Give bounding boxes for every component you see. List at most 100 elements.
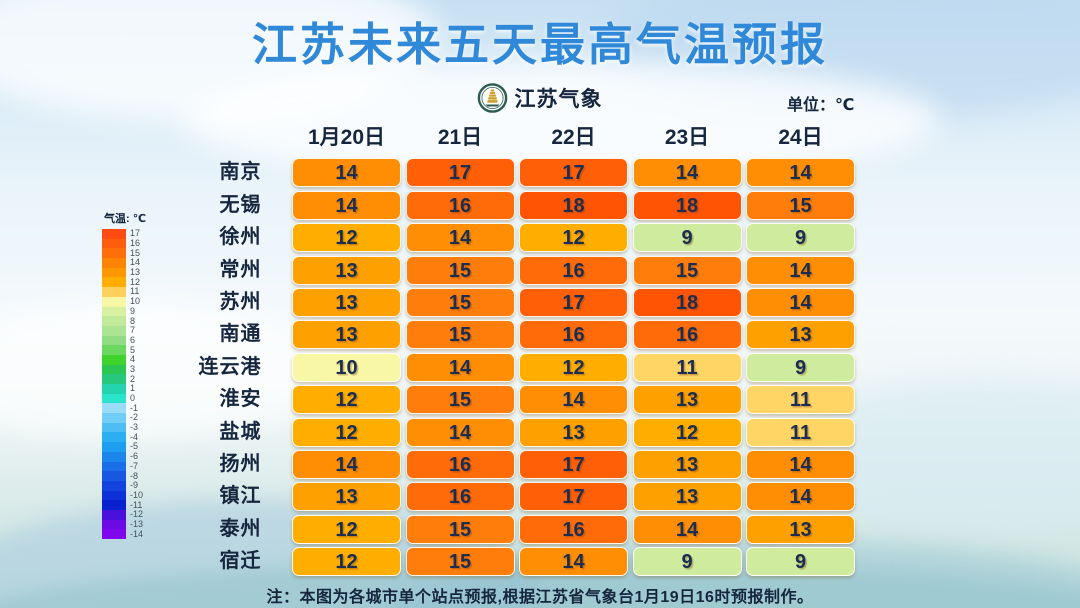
legend-entry: -6 (102, 452, 146, 462)
temp-cell: 14 (292, 158, 401, 188)
legend-swatch (102, 509, 126, 520)
legend-swatch (102, 519, 126, 530)
date-column-header: 22日 (551, 126, 596, 149)
city-row-label: 宿迁 (219, 550, 262, 573)
temp-cell: 11 (632, 352, 742, 382)
legend-label: 3 (130, 363, 136, 374)
temp-cell: 14 (632, 514, 742, 544)
temp-cell: 15 (405, 385, 515, 415)
legend-label: -12 (130, 509, 144, 520)
temp-cell: 18 (632, 190, 742, 220)
legend-swatch (102, 364, 126, 375)
city-row-label: 泰州 (219, 517, 262, 540)
legend-swatch (102, 248, 126, 259)
legend-swatch (102, 529, 126, 539)
legend-swatch (102, 306, 126, 317)
temp-cell: 17 (405, 158, 515, 188)
legend-entry: -1 (102, 403, 146, 414)
legend-label: 9 (130, 305, 136, 316)
legend-entry: -9 (102, 481, 146, 491)
legend-entry: -3 (102, 423, 146, 433)
temp-cell: 14 (746, 255, 855, 285)
date-column-header: 23日 (664, 126, 710, 149)
legend-label: 8 (130, 315, 136, 326)
temp-cell: 16 (405, 190, 515, 220)
legend-swatch (102, 461, 126, 472)
legend-label: 15 (130, 247, 141, 258)
temp-cell: 14 (405, 352, 515, 382)
temp-cell: 13 (746, 320, 855, 350)
temp-cell: 18 (519, 190, 628, 220)
legend-entry: -12 (102, 510, 146, 520)
legend-swatch (102, 325, 126, 336)
temp-cell: 13 (292, 255, 401, 285)
city-row-label: 无锡 (219, 193, 262, 216)
city-row-label: 淮安 (219, 388, 262, 411)
legend-swatch (102, 393, 126, 404)
legend-title: 气温: ℃ (104, 213, 147, 225)
temp-cell: 9 (746, 547, 855, 577)
legend-swatch (102, 345, 126, 355)
legend-entry: 10 (102, 297, 146, 307)
city-row-label: 常州 (219, 258, 262, 281)
legend-label: 1 (130, 383, 136, 394)
legend-entry: 6 (102, 335, 146, 346)
legend-entry: 16 (102, 239, 146, 249)
temp-cell: 10 (292, 352, 401, 382)
legend-swatch (102, 480, 126, 491)
temp-cell: 17 (519, 158, 628, 188)
legend-label: 11 (130, 286, 140, 297)
legend-label: -6 (130, 451, 139, 462)
legend-swatch (102, 316, 126, 326)
temp-cell: 16 (632, 320, 742, 350)
temp-cell: 12 (519, 223, 628, 253)
temp-cell: 15 (405, 255, 515, 285)
legend-swatch (102, 413, 126, 423)
legend-entry: 15 (102, 247, 146, 259)
legend-swatch (102, 451, 126, 462)
temp-cell: 15 (405, 514, 515, 544)
legend-entry: -7 (102, 461, 146, 472)
legend-swatch (102, 258, 126, 268)
legend-label: -2 (130, 412, 139, 423)
temp-cell: 14 (405, 417, 515, 447)
temp-cell: 15 (405, 320, 515, 350)
temp-cell: 9 (746, 223, 855, 253)
legend-swatch (102, 229, 126, 239)
temp-cell: 12 (292, 417, 401, 447)
brand-block: 江苏气象 (477, 83, 603, 113)
temp-cell: 14 (746, 287, 855, 317)
legend-scale: 17 16 15 14 13 12 11 10 9 8 7 6 5 4 3 2 1 0 -1 -2 -3 -4 -5 -6 -7… (102, 229, 146, 539)
temp-cell: 15 (405, 287, 515, 317)
legend-swatch (102, 432, 126, 443)
temp-cell: 18 (632, 287, 742, 317)
brand-name: 江苏气象 (514, 88, 603, 111)
temp-cell: 15 (632, 255, 742, 285)
temp-cell: 17 (519, 449, 628, 479)
legend-swatch (102, 277, 126, 288)
footnote: 注：本图为各城市单个站点预报,根据江苏省气象台1月19日16时预报制作。 (266, 589, 814, 606)
legend-label: 0 (130, 393, 136, 404)
temp-cell: 14 (746, 449, 855, 479)
temp-cell: 12 (519, 352, 628, 382)
forecast-table: 1月20日 21日 22日 23日 24日 南京 14 17 17 14 14 无锡 14 16 18 18 1… (180, 126, 855, 577)
legend-entry: 0 (102, 394, 146, 404)
legend-swatch (102, 354, 126, 365)
legend-label: 2 (130, 373, 136, 384)
temp-cell: 13 (292, 320, 401, 350)
legend-label: 7 (130, 325, 136, 336)
legend-label: 14 (130, 257, 141, 268)
legend-entry: 7 (102, 326, 146, 336)
temp-cell: 9 (746, 352, 855, 382)
city-row-label: 镇江 (219, 485, 262, 508)
legend-label: -10 (130, 489, 144, 500)
city-row-label: 盐城 (219, 420, 262, 443)
city-row-label: 苏州 (219, 290, 262, 313)
legend-entry: 1 (102, 384, 146, 394)
city-row-label: 南通 (219, 323, 262, 346)
temp-cell: 14 (405, 223, 515, 253)
legend-label: -11 (130, 499, 143, 510)
temp-cell: 14 (746, 158, 855, 188)
temp-cell: 16 (519, 514, 628, 544)
